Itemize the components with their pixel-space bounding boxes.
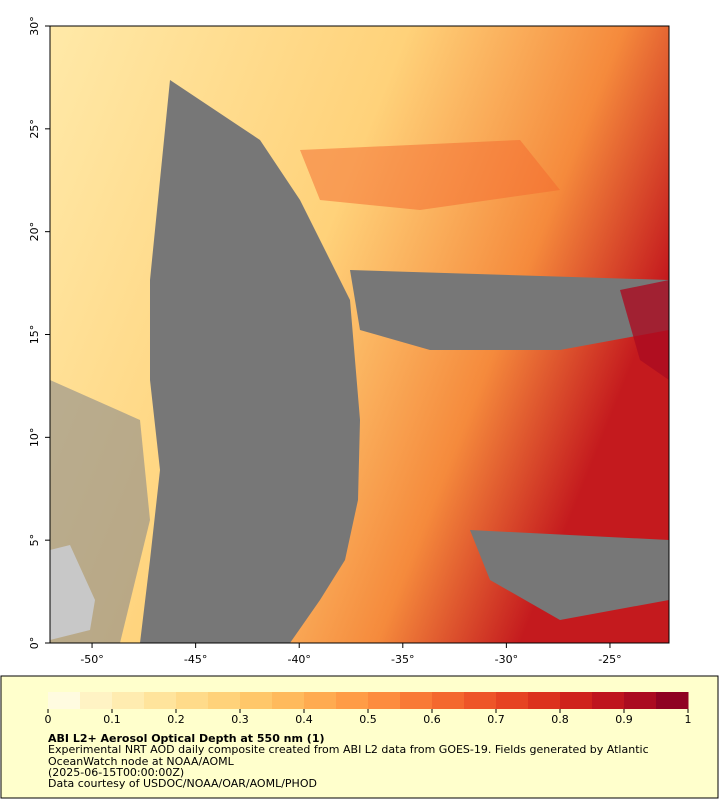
colorbar-swatch	[240, 692, 273, 709]
colorbar-tick-label: 0.2	[167, 713, 185, 726]
colorbar-tick-label: 0.7	[487, 713, 505, 726]
colorbar-swatch	[48, 692, 81, 709]
caption-description: Experimental NRT AOD daily composite cre…	[48, 743, 649, 768]
colorbar-tick-label: 1	[685, 713, 692, 726]
colorbar-swatch	[304, 692, 337, 709]
x-tick-label: -35°	[391, 653, 414, 666]
y-tick-label: 10°	[28, 428, 41, 448]
y-tick-label: 5°	[28, 534, 41, 547]
map-axes: -50° -45° -40° -35° -30° -25° 0° 5° 10° 15° 20° 25°…	[28, 16, 622, 666]
colorbar-swatch	[80, 692, 113, 709]
map-image	[50, 26, 669, 643]
colorbar-swatch	[176, 692, 209, 709]
colorbar-swatch	[592, 692, 625, 709]
colorbar-tick-label: 0.3	[231, 713, 249, 726]
x-tick-label: -40°	[287, 653, 310, 666]
colorbar-swatch	[112, 692, 145, 709]
colorbar-swatch	[208, 692, 241, 709]
caption-date: (2025-06-15T00:00:00Z)	[48, 766, 185, 779]
colorbar-swatch	[144, 692, 177, 709]
colorbar-swatch	[624, 692, 657, 709]
y-tick-label: 0°	[28, 637, 41, 650]
colorbar-tick-label: 0	[45, 713, 52, 726]
colorbar-tick-label: 0.4	[295, 713, 313, 726]
colorbar-swatch	[400, 692, 433, 709]
colorbar-swatch	[432, 692, 465, 709]
x-tick-label: -25°	[598, 653, 621, 666]
colorbar-swatch	[656, 692, 689, 709]
colorbar: 0 0.1 0.2 0.3 0.4 0.5 0.6 0.7 0.8 0.9 1	[45, 692, 692, 726]
caption-credit: Data courtesy of USDOC/NOAA/OAR/AOML/PHO…	[48, 777, 317, 790]
x-tick-label: -50°	[80, 653, 103, 666]
y-tick-label: 15°	[28, 325, 41, 345]
y-tick-label: 30°	[28, 16, 41, 36]
y-tick-label: 25°	[28, 119, 41, 139]
x-tick-label: -45°	[184, 653, 207, 666]
colorbar-swatch	[528, 692, 561, 709]
colorbar-swatch	[272, 692, 305, 709]
colorbar-tick-label: 0.9	[615, 713, 633, 726]
colorbar-swatch	[496, 692, 529, 709]
caption-title: ABI L2+ Aerosol Optical Depth at 550 nm …	[48, 732, 325, 745]
colorbar-swatch	[336, 692, 369, 709]
colorbar-swatch	[368, 692, 401, 709]
colorbar-swatch	[464, 692, 497, 709]
colorbar-tick-label: 0.1	[103, 713, 121, 726]
x-tick-label: -30°	[495, 653, 518, 666]
y-tick-label: 20°	[28, 222, 41, 242]
colorbar-swatch	[560, 692, 593, 709]
colorbar-tick-label: 0.6	[423, 713, 441, 726]
colorbar-tick-label: 0.5	[359, 713, 377, 726]
colorbar-tick-label: 0.8	[551, 713, 569, 726]
